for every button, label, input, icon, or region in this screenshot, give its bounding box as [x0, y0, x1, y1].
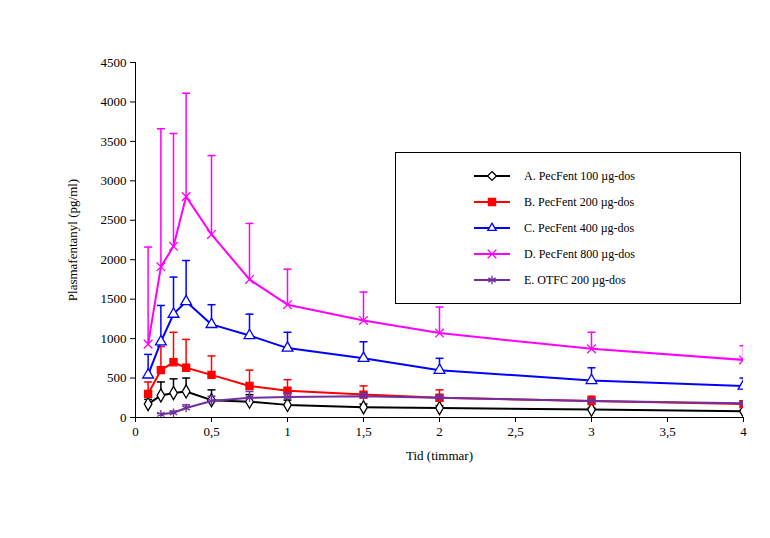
svg-text:3000: 3000: [101, 173, 127, 188]
html-text:C. PecFent 400 µg-dos: C. PecFent 400 µg-dos: [524, 220, 635, 235]
svg-text:2500: 2500: [101, 212, 127, 227]
html-text:B. PecFent 200 µg-dos: B. PecFent 200 µg-dos: [524, 194, 635, 209]
html-text:D. PecFent 800 µg-dos: D. PecFent 800 µg-dos: [524, 246, 635, 261]
html-text:E. OTFC 200 µg-dos: E. OTFC 200 µg-dos: [524, 272, 626, 287]
svg-text:500: 500: [107, 370, 127, 385]
svg-text:0: 0: [132, 424, 139, 439]
svg-text:2000: 2000: [101, 252, 127, 267]
svg-text:4000: 4000: [101, 94, 127, 109]
svg-text:0,5: 0,5: [203, 424, 219, 439]
svg-text:0: 0: [120, 410, 127, 425]
svg-text:3,5: 3,5: [659, 424, 675, 439]
svg-text:1: 1: [284, 424, 291, 439]
svg-text:1000: 1000: [101, 331, 127, 346]
svg-text:2,5: 2,5: [507, 424, 523, 439]
svg-text:4500: 4500: [101, 55, 127, 70]
svg-text:1,5: 1,5: [355, 424, 371, 439]
svg-text:2: 2: [436, 424, 443, 439]
svg-text:Tid (timmar): Tid (timmar): [406, 448, 473, 463]
svg-text:4: 4: [740, 424, 747, 439]
svg-text:3500: 3500: [101, 134, 127, 149]
svg-text:1500: 1500: [101, 291, 127, 306]
svg-text:3: 3: [588, 424, 595, 439]
svg-text:Plasmafentanyl (pg/ml): Plasmafentanyl (pg/ml): [65, 179, 80, 301]
html-text:A. PecFent 100 µg-dos: A. PecFent 100 µg-dos: [524, 168, 635, 183]
